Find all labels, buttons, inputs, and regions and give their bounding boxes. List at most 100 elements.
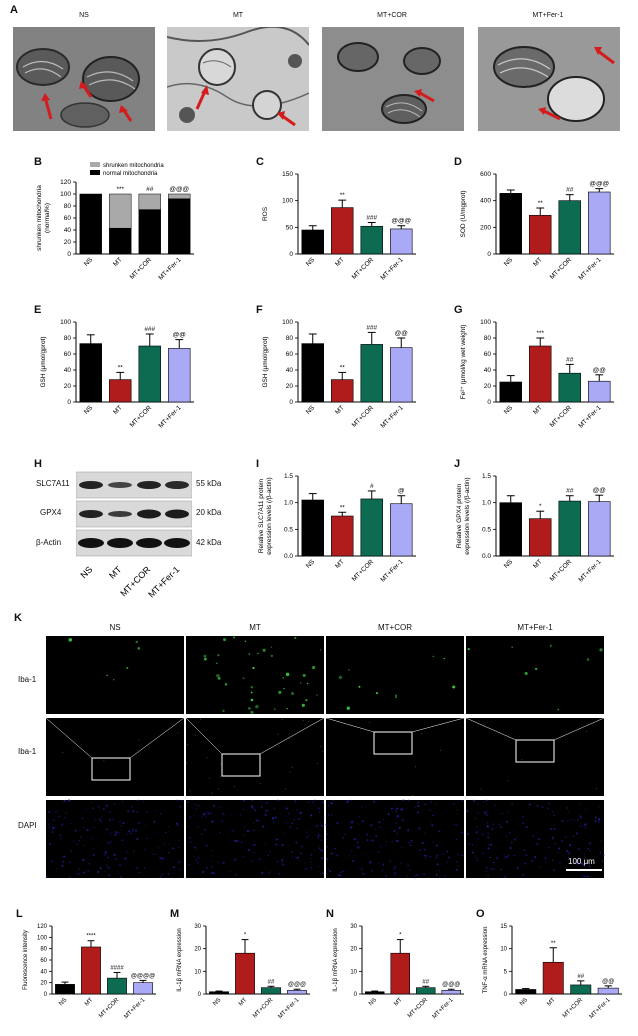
dapi-nucleus — [332, 799, 334, 801]
dapi-nucleus — [275, 843, 278, 846]
dapi-nucleus — [126, 833, 128, 835]
iba-signal — [189, 790, 191, 792]
x-tick-label: NS — [368, 997, 378, 1007]
y-tick-label: 80 — [40, 947, 47, 953]
dapi-nucleus — [113, 853, 116, 856]
dapi-nucleus — [327, 805, 330, 807]
dapi-nucleus — [114, 858, 117, 861]
dapi-nucleus — [78, 839, 81, 842]
x-tick-label: MT+Fer-1 — [589, 997, 612, 1020]
bar — [331, 207, 354, 255]
dapi-nucleus — [346, 800, 349, 803]
dapi-nucleus — [477, 837, 479, 840]
dapi-nucleus — [86, 877, 88, 879]
significance-label: ## — [146, 186, 154, 193]
dapi-nucleus — [394, 874, 397, 876]
significance-label: @@ — [593, 367, 607, 374]
dapi-nucleus — [406, 875, 408, 878]
dapi-nucleus — [135, 800, 137, 802]
dapi-nucleus — [188, 836, 191, 839]
dapi-nucleus — [446, 850, 449, 853]
dapi-nucleus — [197, 826, 199, 828]
dapi-nucleus — [95, 818, 97, 821]
dapi-nucleus — [273, 820, 275, 823]
iba-signal — [294, 636, 297, 640]
dapi-nucleus — [213, 804, 216, 807]
significance-label: # — [370, 483, 374, 490]
dapi-nucleus — [304, 862, 306, 864]
dapi-nucleus — [108, 867, 110, 869]
dapi-nucleus — [48, 811, 51, 813]
significance-label: ## — [566, 187, 574, 194]
dapi-nucleus — [250, 805, 254, 808]
dapi-nucleus — [486, 821, 489, 824]
bar — [588, 380, 611, 403]
iba-signal — [244, 640, 247, 642]
dapi-nucleus — [350, 826, 353, 829]
dapi-nucleus — [258, 819, 260, 822]
dapi-nucleus — [130, 832, 132, 835]
fluor-tile — [326, 800, 464, 878]
y-tick-label: 40 — [64, 367, 72, 374]
dapi-nucleus — [473, 799, 476, 802]
blot-lane-label: NS — [78, 564, 94, 580]
dapi-nucleus — [120, 825, 123, 827]
dapi-nucleus — [278, 873, 281, 875]
bar — [209, 991, 229, 995]
dapi-nucleus — [179, 805, 182, 808]
dapi-nucleus — [305, 868, 307, 870]
dapi-nucleus — [167, 873, 170, 875]
y-tick-label: 0.5 — [284, 526, 293, 533]
dapi-nucleus — [359, 866, 361, 868]
dapi-nucleus — [113, 803, 115, 805]
dapi-nucleus — [394, 848, 396, 850]
dapi-nucleus — [98, 818, 101, 821]
dapi-nucleus — [414, 877, 416, 879]
dapi-nucleus — [482, 852, 485, 855]
dapi-nucleus — [121, 839, 124, 842]
dapi-nucleus — [486, 814, 488, 816]
iba-signal — [233, 636, 235, 639]
dapi-nucleus — [90, 839, 92, 841]
bar — [79, 343, 102, 403]
dapi-nucleus — [334, 847, 336, 850]
bar — [331, 515, 354, 557]
iba-signal — [421, 732, 423, 734]
iba-signal — [291, 767, 293, 769]
dapi-nucleus — [53, 819, 55, 821]
dapi-nucleus — [265, 809, 267, 811]
dapi-nucleus — [599, 851, 602, 854]
dapi-nucleus — [407, 864, 409, 867]
bar — [529, 345, 552, 403]
dapi-nucleus — [567, 820, 569, 822]
panel-letter-l: L — [16, 908, 23, 920]
x-tick-label: MT+Fer-1 — [577, 256, 603, 282]
y-tick-label: 0 — [487, 399, 491, 406]
dapi-nucleus — [385, 840, 388, 843]
blot-bands-gpx4 — [79, 509, 189, 519]
dapi-nucleus — [197, 856, 200, 859]
iba-signal — [209, 777, 211, 779]
dapi-nucleus — [358, 816, 361, 818]
dapi-nucleus — [362, 873, 365, 876]
bar — [360, 344, 383, 403]
dapi-nucleus — [234, 873, 237, 876]
dapi-nucleus — [291, 850, 293, 853]
y-axis-label: shrunken mitochondria — [36, 185, 43, 251]
em-image-mt-cor — [322, 27, 464, 131]
dapi-nucleus — [330, 802, 333, 805]
dapi-nucleus — [399, 808, 402, 811]
dapi-nucleus — [65, 812, 68, 814]
dapi-nucleus — [394, 866, 397, 869]
dapi-nucleus — [264, 814, 267, 816]
dapi-nucleus — [135, 829, 137, 832]
iba-signal — [285, 788, 287, 790]
iba-signal — [177, 732, 179, 734]
dapi-nucleus — [326, 860, 329, 863]
dapi-nucleus — [553, 814, 555, 817]
zoom-line — [553, 717, 605, 741]
dapi-nucleus — [358, 834, 360, 836]
dapi-nucleus — [485, 866, 488, 869]
dapi-nucleus — [159, 813, 162, 815]
iba-signal — [524, 671, 528, 676]
